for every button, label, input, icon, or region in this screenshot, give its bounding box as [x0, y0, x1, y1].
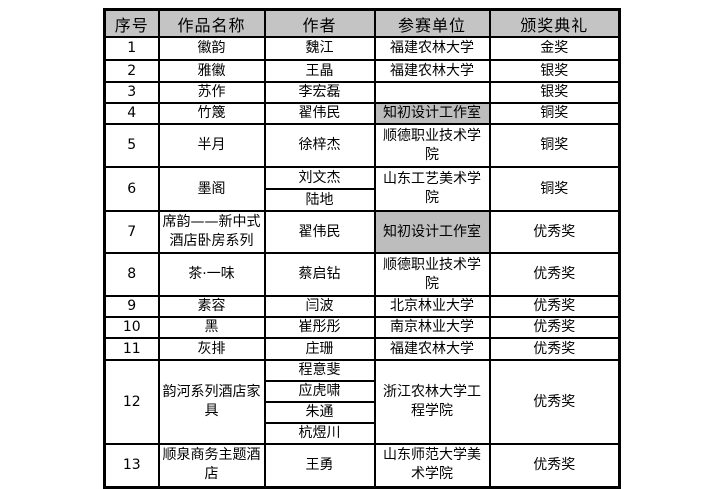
header-unit: 参赛单位: [373, 8, 491, 38]
table-row: 1 徽韵 魏江 福建农林大学 金奖: [103, 36, 621, 61]
award-cell: 银奖: [488, 59, 621, 83]
work-title-cell: 苏作: [157, 81, 266, 104]
award-cell: 优秀奖: [488, 443, 621, 488]
author-cell: 陆地: [263, 188, 376, 212]
author-cell: 翟伟民: [263, 102, 376, 125]
unit-cell: 北京林业大学: [373, 295, 491, 318]
author-cell: 王晶: [263, 59, 376, 83]
header-no: 序号: [103, 8, 160, 38]
row-number-cell: 2: [103, 59, 160, 83]
work-title-cell: 徽韵: [157, 36, 266, 61]
header-award: 颁奖典礼: [488, 8, 621, 38]
header-row: 序号 作品名称 作者 参赛单位 颁奖典礼: [103, 8, 621, 38]
row-number-cell: 4: [103, 102, 160, 125]
author-cell: 刘文杰: [263, 166, 376, 190]
row-number-cell: 12: [103, 359, 160, 445]
work-title-cell: 茶·一味: [157, 252, 266, 297]
row-number-cell: 11: [103, 337, 160, 361]
award-cell: 铜奖: [488, 166, 621, 212]
table-row: 5 半月 徐梓杰 顺德职业技术学院 铜奖: [103, 123, 621, 168]
award-cell: 优秀奖: [488, 337, 621, 361]
row-number-cell: 5: [103, 123, 160, 168]
author-cell: 闫波: [263, 295, 376, 318]
work-title-cell: 半月: [157, 123, 266, 168]
author-cell: 崔彤彤: [263, 316, 376, 339]
award-cell: 优秀奖: [488, 359, 621, 445]
unit-cell: 浙江农林大学工程学院: [373, 359, 491, 445]
table-row: 10 黑崔彤彤 南京林业大学 优秀奖: [103, 316, 621, 339]
table-row: 7 席韵——新中式酒店卧房系列 翟伟民 知初设计工作室 优秀奖: [103, 210, 621, 254]
table-row: 11 灰排 庄珊 福建农林大学 优秀奖: [103, 337, 621, 361]
author-cell: 蔡启钻: [263, 252, 376, 297]
author-cell: 程意斐: [263, 359, 376, 382]
unit-cell: 知初设计工作室: [373, 210, 491, 254]
table-body: 1 徽韵 魏江 福建农林大学 金奖 2 雅徽 王晶 福建农林大学 银奖 3 苏作 李宏磊 银奖 4 竹篾 翟伟民…: [103, 36, 621, 488]
author-cell: 杭煜川: [263, 422, 376, 445]
unit-cell: [373, 81, 491, 104]
award-results-table: 序号 作品名称 作者 参赛单位 颁奖典礼 1 徽韵 魏江 福建农林大学 金奖 2 雅徽 王晶福…: [103, 8, 621, 489]
work-title-cell: 雅徽: [157, 59, 266, 83]
unit-cell: 顺德职业技术学院: [373, 252, 491, 297]
unit-cell: 顺德职业技术学院: [373, 123, 491, 168]
work-title-cell: 墨阁: [157, 166, 266, 212]
award-cell: 铜奖: [488, 123, 621, 168]
unit-cell: 山东师范大学美术学院: [373, 443, 491, 488]
table-row: 3 苏作 李宏磊 银奖: [103, 81, 621, 104]
award-cell: 银奖: [488, 81, 621, 104]
author-cell: 翟伟民: [263, 210, 376, 254]
unit-cell: 福建农林大学: [373, 36, 491, 61]
table-row: 2 雅徽 王晶 福建农林大学 银奖: [103, 59, 621, 83]
row-number-cell: 9: [103, 295, 160, 318]
table-row: 8 茶·一味 蔡启钻 顺德职业技术学院 优秀奖: [103, 252, 621, 297]
table-row: 12 韵河系列酒店家具 程意斐 浙江农林大学工程学院 优秀奖: [103, 359, 621, 445]
award-cell: 铜奖: [488, 102, 621, 125]
author-cell: 王勇: [263, 443, 376, 488]
work-title-cell: 素容: [157, 295, 266, 318]
table-row: 应虎啸: [105, 380, 620, 403]
row-number-cell: 7: [103, 210, 160, 254]
table-row: 杭煜川: [105, 422, 620, 445]
unit-cell: 福建农林大学: [373, 59, 491, 83]
author-cell: 庄珊: [263, 337, 376, 361]
work-title-cell: 黑: [157, 316, 266, 339]
table-row: 9 素容 闫波 北京林业大学 优秀奖: [103, 295, 621, 318]
unit-cell: 南京林业大学: [373, 316, 491, 339]
work-title-cell: 顺泉商务主题酒店: [157, 443, 266, 488]
author-cell: 朱通: [263, 401, 376, 424]
work-title-cell: 韵河系列酒店家具: [157, 359, 266, 445]
table-row: 陆地: [105, 188, 620, 212]
unit-cell: 知初设计工作室: [373, 102, 491, 125]
award-cell: 优秀奖: [488, 316, 621, 339]
author-cell: 魏江: [263, 36, 376, 61]
author-cell: 徐梓杰: [263, 123, 376, 168]
table-row: 朱通: [105, 401, 620, 424]
award-cell: 优秀奖: [488, 252, 621, 297]
unit-cell: 福建农林大学: [373, 337, 491, 361]
award-cell: 优秀奖: [488, 210, 621, 254]
row-number-cell: 3: [103, 81, 160, 104]
work-title-cell: 竹篾: [157, 102, 266, 125]
award-cell: 金奖: [488, 36, 621, 61]
row-number-cell: 13: [103, 443, 160, 488]
author-cell: 应虎啸: [263, 380, 376, 403]
row-number-cell: 1: [103, 36, 160, 61]
unit-cell: 山东工艺美术学院: [373, 166, 491, 212]
row-number-cell: 6: [103, 166, 160, 212]
table-row: 6 墨阁 刘文杰 山东工艺美术学院 铜奖: [103, 166, 621, 212]
author-cell: 李宏磊: [263, 81, 376, 104]
row-number-cell: 10: [103, 316, 160, 339]
table-row: 4 竹篾 翟伟民 知初设计工作室 铜奖: [103, 102, 621, 125]
award-cell: 优秀奖: [488, 295, 621, 318]
work-title-cell: 灰排: [157, 337, 266, 361]
table-row: 13 顺泉商务主题酒店 王勇 山东师范大学美术学院 优秀奖: [103, 443, 621, 488]
header-title: 作品名称: [157, 8, 266, 38]
row-number-cell: 8: [103, 252, 160, 297]
work-title-cell: 席韵——新中式酒店卧房系列: [157, 210, 266, 254]
header-author: 作者: [263, 8, 376, 38]
